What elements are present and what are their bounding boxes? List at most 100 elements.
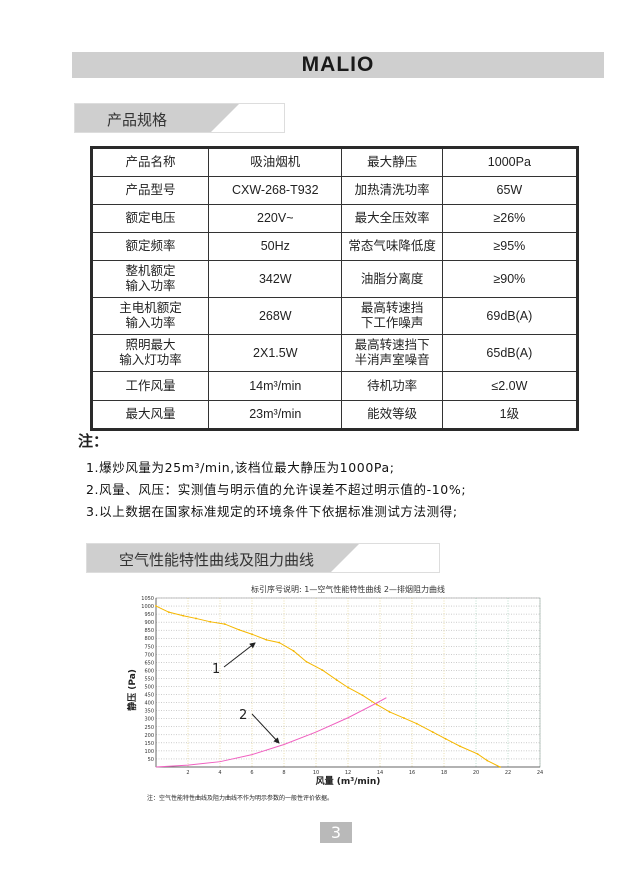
- data-point: [209, 620, 212, 623]
- spec-table: 产品名称 吸油烟机 最大静压 1000Pa 产品型号 CXW-268-T932 加热清洗功率…: [90, 146, 579, 431]
- y-axis-title: 静压 (Pa): [126, 669, 138, 711]
- data-point: [251, 633, 253, 636]
- spec-label: 主电机额定 输入功率: [90, 297, 210, 335]
- annotation-label-2: 2: [239, 708, 247, 723]
- note-item: 3.以上数据在国家标准规定的环境条件下依据标准测试方法测得;: [86, 504, 458, 519]
- spec-label: 最高转速挡下 半消声室噪音: [341, 334, 443, 372]
- data-point: [347, 686, 349, 689]
- y-tick-label: 200: [144, 733, 154, 739]
- x-tick-label: 10: [313, 770, 319, 776]
- y-tick-label: 600: [144, 668, 154, 674]
- table-row: 产品名称 吸油烟机 最大静压 1000Pa: [90, 147, 579, 177]
- data-point: [388, 711, 391, 713]
- spec-label: 照明最大 输入灯功率: [90, 334, 210, 372]
- chart-footnote: 注：空气性能特性曲线及阻力曲线不作为明示参数的一般性评价依据。: [147, 794, 333, 802]
- data-point: [223, 623, 226, 625]
- data-point: [292, 650, 295, 652]
- spec-label: 常态气味降低度: [341, 232, 443, 261]
- spec-value: 50Hz: [208, 232, 343, 261]
- data-point: [321, 669, 324, 672]
- y-tick-label: 1050: [141, 596, 154, 602]
- y-tick-label: 1000: [141, 604, 154, 610]
- y-tick-label: 650: [144, 660, 154, 666]
- spec-value: 1级: [441, 400, 579, 430]
- spec-label: 最高转速挡 下工作噪声: [341, 297, 443, 335]
- data-point: [476, 753, 479, 755]
- y-tick-label: 100: [144, 749, 154, 755]
- spec-label: 油脂分离度: [341, 260, 443, 298]
- section-title: 空气性能特性曲线及阻力曲线: [119, 551, 315, 569]
- spec-label: 额定电压: [90, 204, 210, 233]
- spec-value: 2X1.5W: [208, 334, 343, 372]
- data-point: [403, 717, 405, 719]
- x-tick-label: 16: [409, 770, 415, 776]
- table-row: 工作风量 14m³/min 待机功率 ≤2.0W: [90, 371, 579, 401]
- spec-value: ≤2.0W: [441, 371, 579, 401]
- spec-value: 69dB(A): [441, 297, 579, 335]
- spec-value: ≥95%: [441, 232, 579, 261]
- data-point: [486, 759, 489, 762]
- data-point: [459, 745, 461, 748]
- y-tick-label: 300: [144, 717, 154, 723]
- chart-title: 标引序号说明: 1—空气性能特性曲线 2—排烟阻力曲线: [251, 584, 445, 594]
- x-tick-label: 2: [186, 770, 189, 776]
- x-tick-label: 20: [473, 770, 479, 776]
- section-title: 产品规格: [107, 111, 168, 129]
- annotation-label-1: 1: [212, 662, 220, 677]
- series-line-1: [155, 605, 501, 768]
- series-line-2: [155, 697, 387, 768]
- spec-label: 产品名称: [90, 147, 210, 177]
- spec-value: 1000Pa: [441, 147, 579, 177]
- x-tick-label: 24: [537, 770, 543, 776]
- spec-label: 产品型号: [90, 176, 210, 205]
- note-item: 2.风量、风压：实测值与明示值的允许误差不超过明示值的-10%;: [86, 482, 467, 497]
- notes-heading: 注：: [78, 432, 109, 450]
- data-point: [444, 737, 447, 740]
- spec-value: 23m³/min: [208, 400, 343, 430]
- table-row: 照明最大 输入灯功率 2X1.5W 最高转速挡下 半消声室噪音 65dB(A): [90, 334, 579, 372]
- spec-label: 最大全压效率: [341, 204, 443, 233]
- data-point: [265, 638, 268, 641]
- y-tick-label: 900: [144, 620, 154, 626]
- data-point: [431, 731, 434, 733]
- y-tick-label: 950: [144, 612, 154, 618]
- y-tick-label: 250: [144, 725, 154, 731]
- y-tick-label: 850: [144, 628, 154, 634]
- page-number: 3: [320, 822, 352, 843]
- spec-label: 加热清洗功率: [341, 176, 443, 205]
- y-tick-label: 500: [144, 685, 154, 691]
- y-tick-label: 400: [144, 701, 154, 707]
- data-point: [278, 641, 281, 644]
- data-point: [182, 614, 185, 617]
- curve-section-header: 空气性能特性曲线及阻力曲线: [86, 543, 440, 573]
- note-item: 1.爆炒风量为25m³/min,该档位最大静压为1000Pa;: [86, 460, 395, 475]
- x-tick-label: 6: [250, 770, 253, 776]
- data-point: [167, 611, 170, 614]
- table-row: 额定电压 220V~ 最大全压效率 ≥26%: [90, 204, 579, 233]
- x-axis-title: 风量 (m³/min): [316, 775, 381, 787]
- y-tick-label: 350: [144, 709, 154, 715]
- data-point: [335, 679, 338, 681]
- spec-value: 65dB(A): [441, 334, 579, 372]
- spec-value: 65W: [441, 176, 579, 205]
- spec-label: 最大风量: [90, 400, 210, 430]
- y-tick-label: 800: [144, 636, 154, 642]
- table-row: 额定频率 50Hz 常态气味降低度 ≥95%: [90, 232, 579, 261]
- arrow-2: [251, 713, 280, 744]
- y-tick-label: 50: [148, 757, 154, 763]
- y-tick-label: 550: [144, 676, 154, 682]
- x-tick-label: 18: [441, 770, 447, 776]
- brand-logo: MALIO: [301, 53, 375, 76]
- x-tick-label: 8: [282, 770, 285, 776]
- data-point: [375, 703, 378, 706]
- data-point: [155, 605, 157, 607]
- data-point: [195, 617, 197, 620]
- arrow-1: [223, 642, 256, 668]
- x-tick-label: 22: [505, 770, 511, 776]
- spec-label: 待机功率: [341, 371, 443, 401]
- y-tick-label: 150: [144, 741, 154, 747]
- y-tick-label: 700: [144, 652, 154, 658]
- data-point: [305, 660, 308, 663]
- x-tick-label: 14: [377, 770, 383, 776]
